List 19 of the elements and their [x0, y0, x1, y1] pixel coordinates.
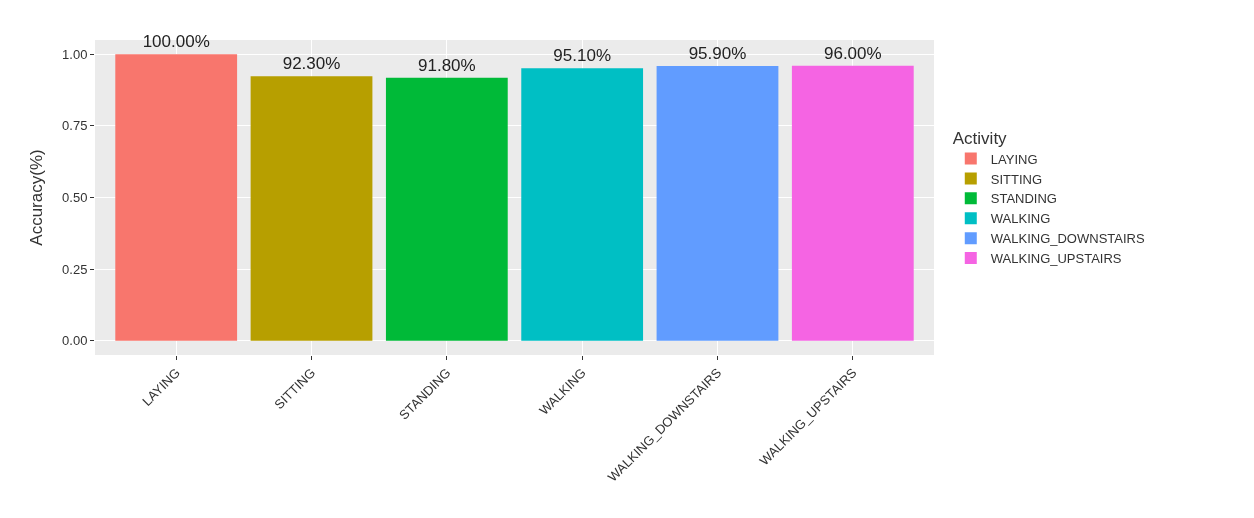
y-tick-label: 1.00: [62, 46, 88, 62]
data-label: 95.10%: [553, 46, 611, 66]
legend-label: WALKING_DOWNSTAIRS: [990, 231, 1145, 247]
legend-label: WALKING_UPSTAIRS: [990, 251, 1122, 267]
data-label: 91.80%: [418, 55, 476, 75]
legend-label: LAYING: [990, 151, 1038, 167]
y-tick-label: 0.00: [62, 333, 88, 349]
legend-label: STANDING: [990, 191, 1057, 207]
legend-title: Activity: [952, 128, 1008, 148]
legend-label: SITTING: [990, 171, 1043, 187]
data-label: 96.00%: [823, 43, 882, 63]
data-label: 92.30%: [282, 54, 341, 74]
y-tick-label: 0.75: [62, 118, 88, 134]
data-label: 95.90%: [688, 44, 747, 64]
y-tick-label: 0.50: [62, 190, 88, 206]
y-axis-title: Accuracy(%): [26, 149, 46, 246]
y-tick-label: 0.25: [62, 261, 88, 277]
data-label: 100.00%: [142, 32, 210, 52]
legend-label: WALKING: [990, 211, 1051, 227]
